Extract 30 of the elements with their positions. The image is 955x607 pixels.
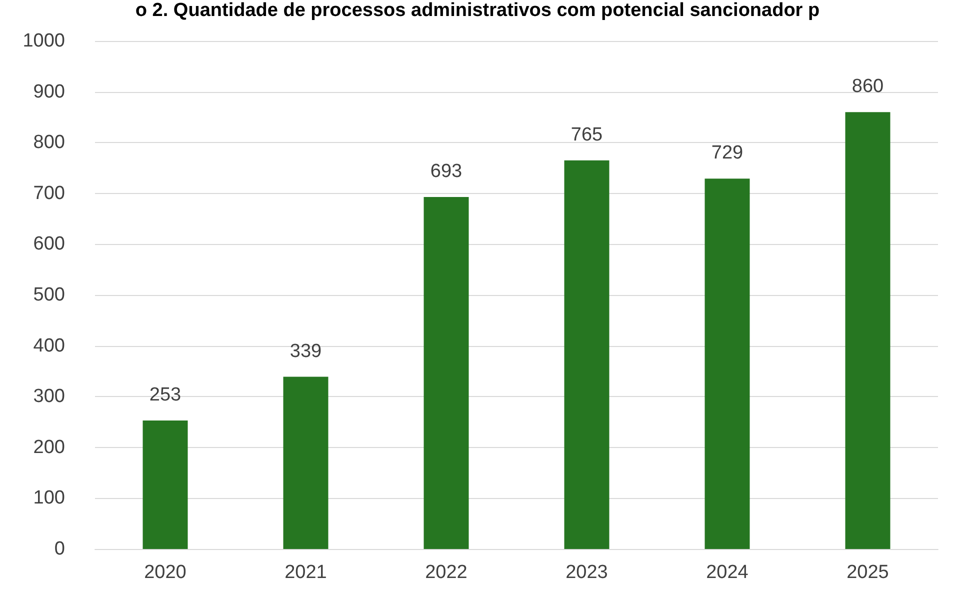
y-tick-label: 0 bbox=[54, 538, 65, 560]
data-label: 253 bbox=[149, 384, 182, 406]
bar bbox=[424, 196, 469, 549]
data-label: 339 bbox=[290, 340, 322, 362]
x-tick-label: 2021 bbox=[284, 562, 327, 583]
y-tick-label: 600 bbox=[33, 234, 65, 255]
bar bbox=[564, 160, 610, 549]
x-tick-label: 2023 bbox=[566, 562, 608, 583]
x-tick-label: 2024 bbox=[706, 562, 749, 583]
data-label: 860 bbox=[852, 76, 884, 98]
y-tick-label: 100 bbox=[33, 488, 65, 509]
data-label: 729 bbox=[711, 142, 744, 164]
data-label: 765 bbox=[570, 124, 603, 146]
y-tick-label: 500 bbox=[33, 284, 65, 306]
bar bbox=[704, 178, 750, 549]
y-tick-label: 800 bbox=[33, 132, 65, 154]
y-tick-label: 900 bbox=[33, 81, 65, 102]
y-tick-label: 400 bbox=[33, 335, 65, 356]
chart-title: o 2. Quantidade de processos administrativos com potencial sancionador p bbox=[135, 0, 820, 21]
x-tick-label: 2025 bbox=[846, 562, 889, 583]
y-tick-label: 300 bbox=[33, 386, 65, 408]
data-label: 693 bbox=[430, 160, 462, 182]
y-tick-label: 700 bbox=[33, 182, 65, 204]
bar bbox=[845, 112, 890, 549]
x-tick-label: 2022 bbox=[425, 562, 468, 583]
y-tick-label: 200 bbox=[33, 436, 65, 458]
y-tick-label: 1000 bbox=[22, 30, 65, 52]
bar bbox=[142, 420, 188, 549]
bar bbox=[283, 376, 328, 549]
x-tick-label: 2020 bbox=[144, 562, 186, 583]
